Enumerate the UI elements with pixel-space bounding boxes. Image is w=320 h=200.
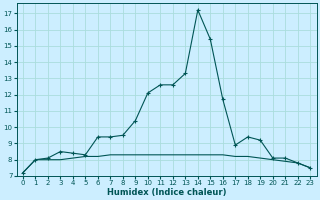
- X-axis label: Humidex (Indice chaleur): Humidex (Indice chaleur): [107, 188, 226, 197]
